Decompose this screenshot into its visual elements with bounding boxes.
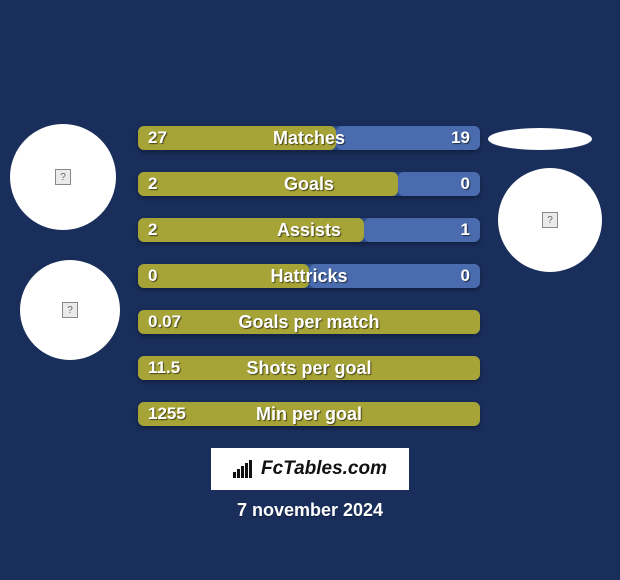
stat-value-left: 27 bbox=[148, 128, 167, 148]
watermark: FcTables.com bbox=[211, 448, 409, 490]
watermark-text: FcTables.com bbox=[261, 458, 387, 480]
stat-value-right: 19 bbox=[451, 128, 470, 148]
stat-row: Matches27 19 bbox=[138, 126, 480, 150]
player-photo-right: ? bbox=[498, 168, 602, 272]
placeholder-icon: ? bbox=[55, 169, 71, 185]
stats-container: Matches2719Goals20Assists21Hattricks00Go… bbox=[138, 126, 480, 448]
stat-row: Min per goal1255 bbox=[138, 402, 480, 426]
stat-value-right: 0 bbox=[461, 174, 470, 194]
stat-label: Min per goal bbox=[138, 404, 480, 425]
stat-value-left: 2 bbox=[148, 220, 157, 240]
stat-row: Goals per match0.07 bbox=[138, 310, 480, 334]
placeholder-icon: ? bbox=[62, 302, 78, 318]
stat-row: Goals2 0 bbox=[138, 172, 480, 196]
stat-label: Shots per goal bbox=[138, 358, 480, 379]
stat-label: Goals per match bbox=[138, 312, 480, 333]
bars-icon bbox=[233, 460, 255, 478]
stat-value-left: 2 bbox=[148, 174, 157, 194]
stat-label: Hattricks bbox=[138, 266, 480, 287]
date: 7 november 2024 bbox=[0, 500, 620, 521]
stat-value-left: 0 bbox=[148, 266, 157, 286]
player-photo-left-1: ? bbox=[10, 124, 116, 230]
stat-value-left: 11.5 bbox=[148, 358, 180, 378]
stat-row: Assists2 1 bbox=[138, 218, 480, 242]
stat-value-right: 1 bbox=[461, 220, 470, 240]
placeholder-icon: ? bbox=[542, 212, 558, 228]
stat-value-right: 0 bbox=[461, 266, 470, 286]
stat-value-left: 0.07 bbox=[148, 312, 181, 332]
player-photo-left-2: ? bbox=[20, 260, 120, 360]
stat-value-left: 1255 bbox=[148, 404, 186, 424]
stat-label: Goals bbox=[138, 174, 480, 195]
decorative-oval bbox=[488, 128, 592, 150]
stat-row: Hattricks0 0 bbox=[138, 264, 480, 288]
stat-row: Shots per goal11.5 bbox=[138, 356, 480, 380]
stat-label: Matches bbox=[138, 128, 480, 149]
stat-label: Assists bbox=[138, 220, 480, 241]
